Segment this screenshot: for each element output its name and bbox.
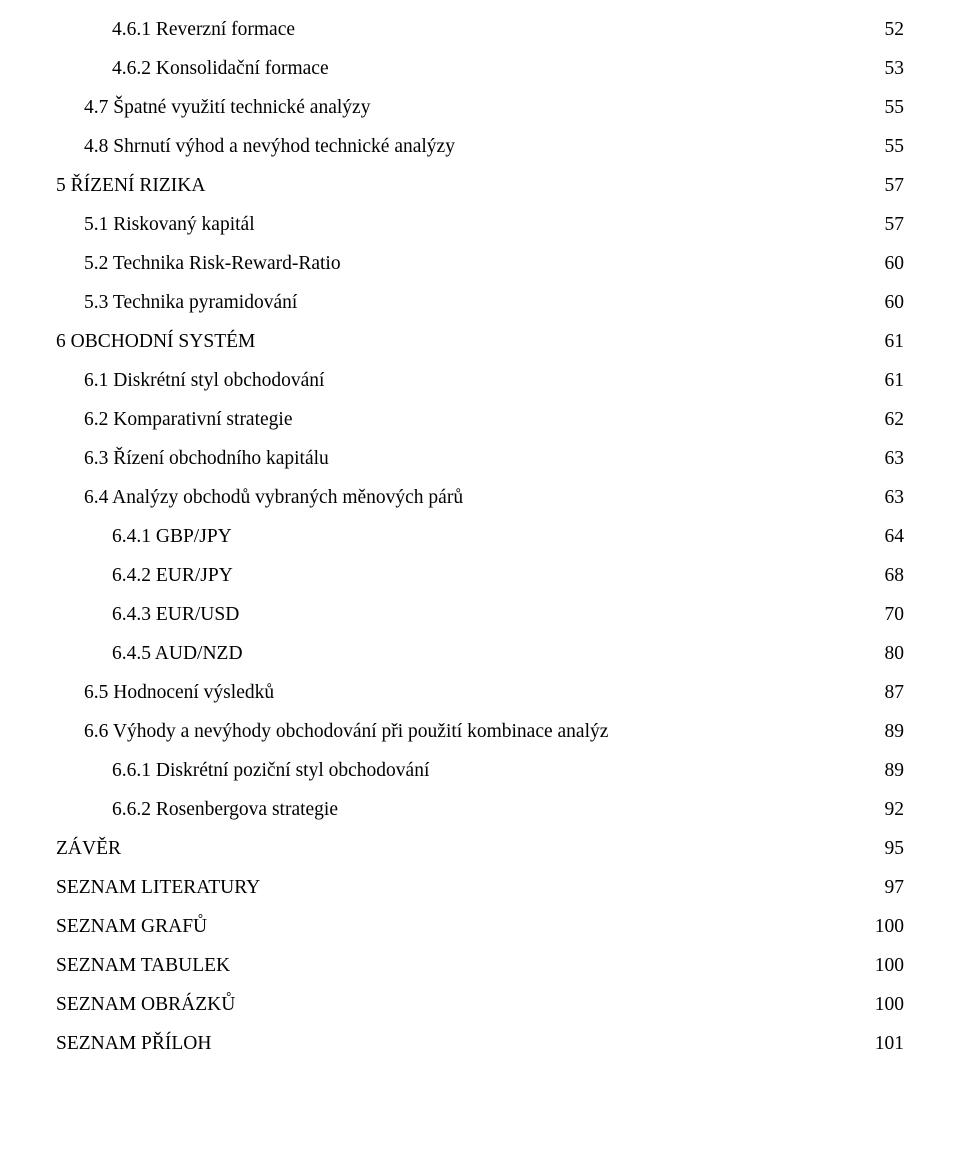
toc-entry-label: ZÁVĚR — [56, 838, 121, 860]
toc-entry-label: 6.4.2 EUR/JPY — [112, 565, 233, 587]
toc-entry-page: 92 — [885, 799, 905, 821]
toc-entry-page: 61 — [885, 331, 905, 353]
toc-entry: 6.4.1 GBP/JPY 64 — [56, 517, 904, 556]
toc-entry-page: 52 — [885, 19, 905, 41]
toc-entry: 4.8 Shrnutí výhod a nevýhod technické an… — [56, 127, 904, 166]
toc-entry-label: SEZNAM OBRÁZKŮ — [56, 994, 235, 1016]
toc-entry-page: 61 — [885, 370, 905, 392]
toc-entry-label: 6.4.5 AUD/NZD — [112, 643, 243, 665]
toc-entry-label: 6.4.3 EUR/USD — [112, 604, 239, 626]
toc-entry: 6.4.3 EUR/USD 70 — [56, 595, 904, 634]
toc-entry: 5.2 Technika Risk-Reward-Ratio 60 — [56, 244, 904, 283]
toc-entry-page: 62 — [885, 409, 905, 431]
toc-entry-page: 70 — [885, 604, 905, 626]
toc-entry-label: 6.5 Hodnocení výsledků — [84, 682, 274, 704]
toc-entry-page: 63 — [885, 448, 905, 470]
toc-entry-label: 5.1 Riskovaný kapitál — [84, 214, 255, 236]
toc-entry-label: SEZNAM PŘÍLOH — [56, 1033, 211, 1055]
toc-entry-label: 5.2 Technika Risk-Reward-Ratio — [84, 253, 341, 275]
toc-entry-page: 64 — [885, 526, 905, 548]
toc-entry: 6.4.5 AUD/NZD 80 — [56, 634, 904, 673]
toc-entry-label: 6.3 Řízení obchodního kapitálu — [84, 448, 329, 470]
toc-entry-page: 100 — [875, 994, 904, 1016]
toc-entry-label: SEZNAM GRAFŮ — [56, 916, 207, 938]
toc-entry-label: 4.8 Shrnutí výhod a nevýhod technické an… — [84, 136, 455, 158]
toc-entry-page: 87 — [885, 682, 905, 704]
toc-entry-page: 89 — [885, 721, 905, 743]
toc-entry-label: 6.4.1 GBP/JPY — [112, 526, 232, 548]
toc-entry: SEZNAM OBRÁZKŮ 100 — [56, 985, 904, 1024]
toc-entry-label: 6.6 Výhody a nevýhody obchodování při po… — [84, 721, 608, 743]
toc-entry: 6 OBCHODNÍ SYSTÉM 61 — [56, 322, 904, 361]
toc-entry: 5.1 Riskovaný kapitál 57 — [56, 205, 904, 244]
toc-entry: 6.6.1 Diskrétní poziční styl obchodování… — [56, 751, 904, 790]
table-of-contents: 4.6.1 Reverzní formace 52 4.6.2 Konsolidač… — [56, 10, 904, 1063]
toc-entry: 6.2 Komparativní strategie 62 — [56, 400, 904, 439]
toc-entry-page: 60 — [885, 253, 905, 275]
toc-entry-page: 60 — [885, 292, 905, 314]
toc-entry-label: 6.6.2 Rosenbergova strategie — [112, 799, 338, 821]
toc-entry-page: 89 — [885, 760, 905, 782]
toc-entry-label: 4.7 Špatné využití technické analýzy — [84, 97, 370, 119]
toc-entry-label: 5.3 Technika pyramidování — [84, 292, 297, 314]
toc-entry-page: 63 — [885, 487, 905, 509]
toc-entry: SEZNAM LITERATURY 97 — [56, 868, 904, 907]
toc-entry-label: 6.6.1 Diskrétní poziční styl obchodování — [112, 760, 429, 782]
toc-entry-page: 55 — [885, 136, 905, 158]
toc-entry-page: 100 — [875, 955, 904, 977]
toc-entry: 5 ŘÍZENÍ RIZIKA 57 — [56, 166, 904, 205]
toc-entry-page: 101 — [875, 1033, 904, 1055]
toc-entry-page: 100 — [875, 916, 904, 938]
toc-entry-label: 5 ŘÍZENÍ RIZIKA — [56, 175, 205, 197]
toc-entry-page: 68 — [885, 565, 905, 587]
toc-entry-label: SEZNAM TABULEK — [56, 955, 230, 977]
toc-entry: 4.7 Špatné využití technické analýzy 55 — [56, 88, 904, 127]
toc-entry-page: 57 — [885, 214, 905, 236]
toc-entry-label: 6.4 Analýzy obchodů vybraných měnových p… — [84, 487, 463, 509]
toc-entry-page: 55 — [885, 97, 905, 119]
toc-entry: 6.4.2 EUR/JPY 68 — [56, 556, 904, 595]
toc-entry-label: 6.1 Diskrétní styl obchodování — [84, 370, 324, 392]
toc-entry: SEZNAM TABULEK 100 — [56, 946, 904, 985]
toc-entry-label: SEZNAM LITERATURY — [56, 877, 260, 899]
toc-entry: 4.6.1 Reverzní formace 52 — [56, 10, 904, 49]
toc-entry: ZÁVĚR 95 — [56, 829, 904, 868]
toc-entry: 5.3 Technika pyramidování 60 — [56, 283, 904, 322]
toc-entry: 6.1 Diskrétní styl obchodování 61 — [56, 361, 904, 400]
toc-entry: 6.6.2 Rosenbergova strategie 92 — [56, 790, 904, 829]
toc-entry: 6.5 Hodnocení výsledků 87 — [56, 673, 904, 712]
toc-entry: 4.6.2 Konsolidační formace 53 — [56, 49, 904, 88]
toc-entry-page: 95 — [885, 838, 905, 860]
toc-entry: SEZNAM PŘÍLOH 101 — [56, 1024, 904, 1063]
toc-entry: 6.6 Výhody a nevýhody obchodování při po… — [56, 712, 904, 751]
toc-entry: SEZNAM GRAFŮ 100 — [56, 907, 904, 946]
toc-entry-label: 4.6.1 Reverzní formace — [112, 19, 295, 41]
toc-entry-page: 53 — [885, 58, 905, 80]
toc-entry-label: 4.6.2 Konsolidační formace — [112, 58, 329, 80]
toc-entry-label: 6 OBCHODNÍ SYSTÉM — [56, 331, 255, 353]
toc-entry-page: 80 — [885, 643, 905, 665]
toc-entry-page: 97 — [885, 877, 905, 899]
toc-entry: 6.4 Analýzy obchodů vybraných měnových p… — [56, 478, 904, 517]
toc-entry: 6.3 Řízení obchodního kapitálu 63 — [56, 439, 904, 478]
toc-entry-page: 57 — [885, 175, 905, 197]
toc-entry-label: 6.2 Komparativní strategie — [84, 409, 292, 431]
